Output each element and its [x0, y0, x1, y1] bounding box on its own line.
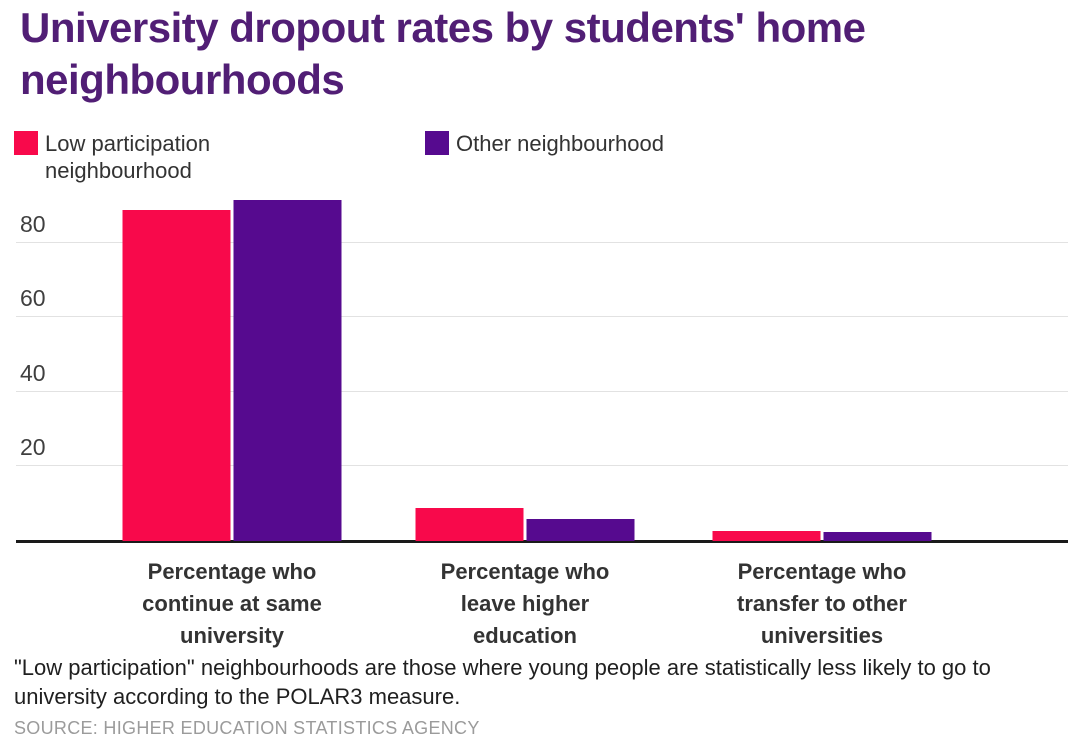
- footnote-text: "Low participation" neighbourhoods are t…: [14, 655, 991, 709]
- category-label-line: universities: [760, 623, 884, 648]
- legend-item: Other neighbourhood: [425, 131, 664, 157]
- y-axis-tick-label: 20: [20, 434, 46, 461]
- category-label: Percentage who transfer to other universit…: [737, 556, 907, 652]
- legend-swatch: [425, 131, 449, 155]
- bar-group: [712, 530, 932, 541]
- category-labels: Percentage who continue at same university…: [0, 554, 1080, 654]
- bar-other-neighbourhood: [233, 200, 342, 541]
- category-label-line: education: [473, 623, 577, 648]
- chart-title: University dropout rates by students' ho…: [20, 4, 866, 103]
- category-label: Percentage who leave higher education: [441, 556, 610, 652]
- legend-label: Low participation neighbourhood: [45, 131, 211, 183]
- bar-group: [122, 200, 342, 541]
- bar-group: [415, 507, 635, 541]
- legend-swatch: [14, 131, 38, 155]
- gridline: [16, 390, 1068, 392]
- category-label-line: university: [180, 623, 284, 648]
- legend-label: Other neighbourhood: [456, 131, 664, 156]
- source-text: SOURCE: HIGHER EDUCATION STATISTICS AGEN…: [14, 718, 480, 738]
- y-axis-tick-label: 60: [20, 285, 46, 312]
- y-axis-tick-label: 40: [20, 359, 46, 386]
- chart-legend: Low participation neighbourhood Other nei…: [0, 131, 1080, 189]
- y-axis-tick-label: 80: [20, 210, 46, 237]
- legend-item: Low participation neighbourhood: [14, 131, 230, 184]
- category-label-line: continue at same: [142, 591, 322, 616]
- bar-low-participation-neighbourhood: [122, 209, 231, 541]
- bar-low-participation-neighbourhood: [415, 507, 524, 541]
- bar-low-participation-neighbourhood: [712, 530, 821, 541]
- category-label-line: Percentage who: [440, 559, 610, 584]
- chart-plot: 20 40 60 80: [0, 168, 1080, 543]
- x-axis-line: [16, 540, 1068, 543]
- category-label: Percentage who continue at same university: [142, 556, 322, 652]
- category-label-line: leave higher: [460, 591, 590, 616]
- category-label-line: Percentage who: [737, 559, 907, 584]
- category-label-line: transfer to other: [737, 591, 907, 616]
- bar-other-neighbourhood: [526, 518, 635, 541]
- category-label-line: Percentage who: [147, 559, 317, 584]
- gridline: [16, 316, 1068, 318]
- bar-other-neighbourhood: [823, 532, 932, 541]
- gridline: [16, 241, 1068, 243]
- gridline: [16, 465, 1068, 467]
